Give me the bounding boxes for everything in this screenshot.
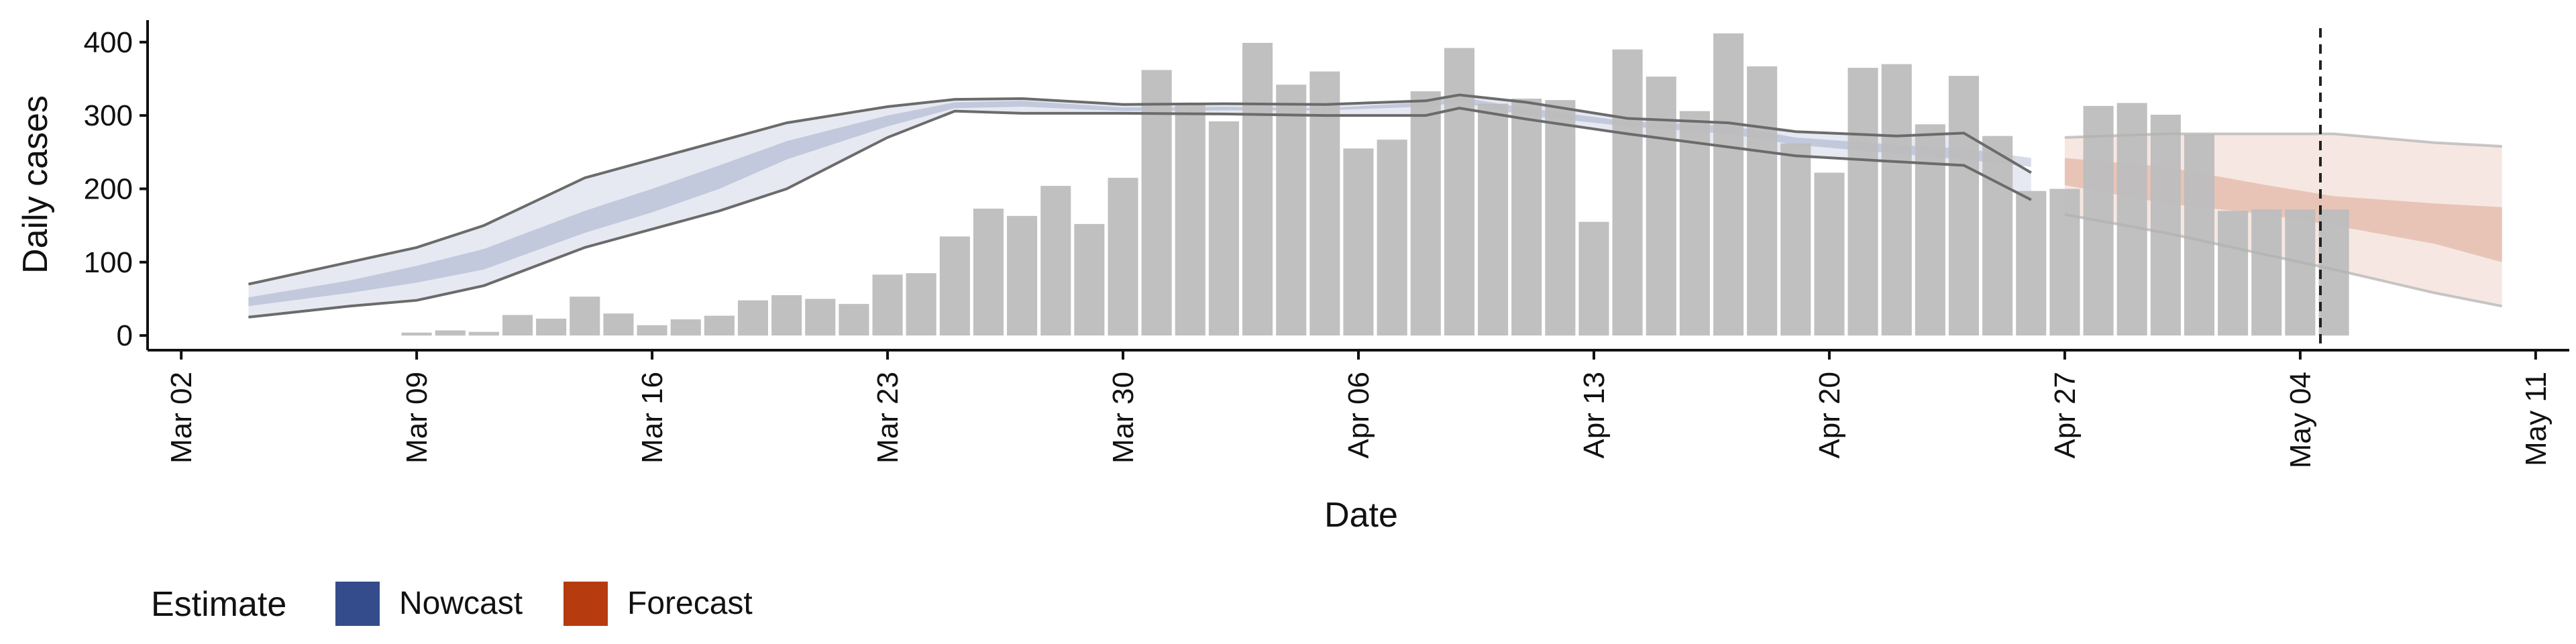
case-bar xyxy=(1713,33,1744,336)
x-tick-label: Apr 20 xyxy=(1813,372,1846,459)
case-bar xyxy=(1175,103,1205,336)
y-tick-label: 0 xyxy=(117,319,133,352)
case-bar xyxy=(2218,211,2249,336)
case-bar xyxy=(603,313,634,336)
case-bar xyxy=(1948,76,1979,336)
nowcast-band-90 xyxy=(248,95,2031,317)
x-tick-label: Mar 16 xyxy=(636,372,669,464)
case-bar xyxy=(468,331,499,336)
case-bar xyxy=(2251,209,2282,336)
nowcast-lower-line xyxy=(248,107,2032,319)
y-tick-label: 400 xyxy=(84,26,133,59)
case-bar xyxy=(2285,209,2316,336)
axes: 0 100 200 300 400 Mar 02 Mar 09 Mar 16 Mar 23 Mar… xyxy=(84,20,2569,468)
case-bar xyxy=(1679,111,1710,336)
case-bar xyxy=(502,315,533,336)
case-bar xyxy=(1309,71,1340,336)
y-tick-label: 200 xyxy=(84,172,133,205)
case-bar xyxy=(2116,103,2147,336)
case-bar xyxy=(939,236,970,336)
case-bar xyxy=(973,209,1004,336)
case-bar xyxy=(1141,70,1172,336)
x-tick-label: May 04 xyxy=(2284,372,2317,468)
case-bar xyxy=(872,274,903,336)
y-tick-label: 100 xyxy=(84,246,133,279)
case-bar xyxy=(1881,64,1912,336)
x-tick-label: Mar 09 xyxy=(400,372,433,464)
case-bar xyxy=(1007,215,1038,336)
case-bar xyxy=(906,273,936,336)
case-bar xyxy=(1108,178,1138,336)
legend: Estimate Nowcast Forecast xyxy=(151,582,753,626)
case-bar xyxy=(737,300,768,336)
case-bar xyxy=(670,319,701,336)
case-bar xyxy=(1982,136,2013,336)
case-bar xyxy=(2184,134,2214,336)
x-tick-label: Mar 23 xyxy=(871,372,904,464)
case-bar xyxy=(1208,121,1239,336)
forecast-upper-line xyxy=(2064,132,2502,148)
legend-label-nowcast: Nowcast xyxy=(399,586,523,621)
case-bar xyxy=(805,299,836,336)
x-axis-label: Date xyxy=(1324,496,1398,535)
forecast-lower-line xyxy=(2064,213,2503,308)
case-bar xyxy=(1040,186,1071,336)
legend-swatch-nowcast xyxy=(335,582,380,626)
x-tick-label: Mar 30 xyxy=(1107,372,1140,464)
case-bar xyxy=(1074,223,1105,336)
case-bar xyxy=(1410,91,1441,336)
case-bar xyxy=(1915,124,1945,336)
legend-title: Estimate xyxy=(151,585,286,624)
case-bar xyxy=(1578,221,1609,336)
case-bar xyxy=(2150,115,2181,336)
case-bar xyxy=(1242,42,1273,336)
y-tick-label: 300 xyxy=(84,99,133,132)
x-tick-label: Mar 02 xyxy=(165,372,198,464)
case-bar xyxy=(1444,48,1474,336)
x-tick-label: Apr 27 xyxy=(2049,372,2082,459)
legend-label-forecast: Forecast xyxy=(627,586,753,621)
case-bar xyxy=(704,315,735,336)
estimate-bounds xyxy=(248,93,2503,319)
case-bar xyxy=(1377,140,1407,336)
case-bar xyxy=(1747,66,1778,336)
x-tick-label: Apr 13 xyxy=(1578,372,1611,459)
case-bar xyxy=(536,319,567,336)
case-bar xyxy=(435,330,466,336)
case-bar xyxy=(2049,189,2080,336)
case-bar xyxy=(771,295,802,336)
case-bar xyxy=(570,297,600,336)
x-tick-label: Apr 06 xyxy=(1342,372,1375,459)
case-bar xyxy=(1511,99,1542,336)
case-bar xyxy=(1478,103,1509,336)
x-tick-label: May 11 xyxy=(2520,372,2553,466)
case-bar xyxy=(1545,100,1576,336)
case-bar xyxy=(1343,148,1374,336)
case-bar xyxy=(1276,85,1307,336)
case-bar xyxy=(637,325,667,336)
case-bar xyxy=(1646,76,1676,336)
case-bar xyxy=(1847,68,1878,336)
case-bar xyxy=(1612,49,1643,336)
case-bar xyxy=(839,304,869,336)
case-bar xyxy=(401,332,432,336)
case-bar xyxy=(1814,172,1845,336)
legend-swatch-forecast xyxy=(564,582,608,626)
nowcast-upper-line xyxy=(248,93,2032,286)
y-axis-label: Daily cases xyxy=(16,95,55,274)
case-bar xyxy=(1780,143,1811,336)
case-bar xyxy=(2016,191,2047,336)
